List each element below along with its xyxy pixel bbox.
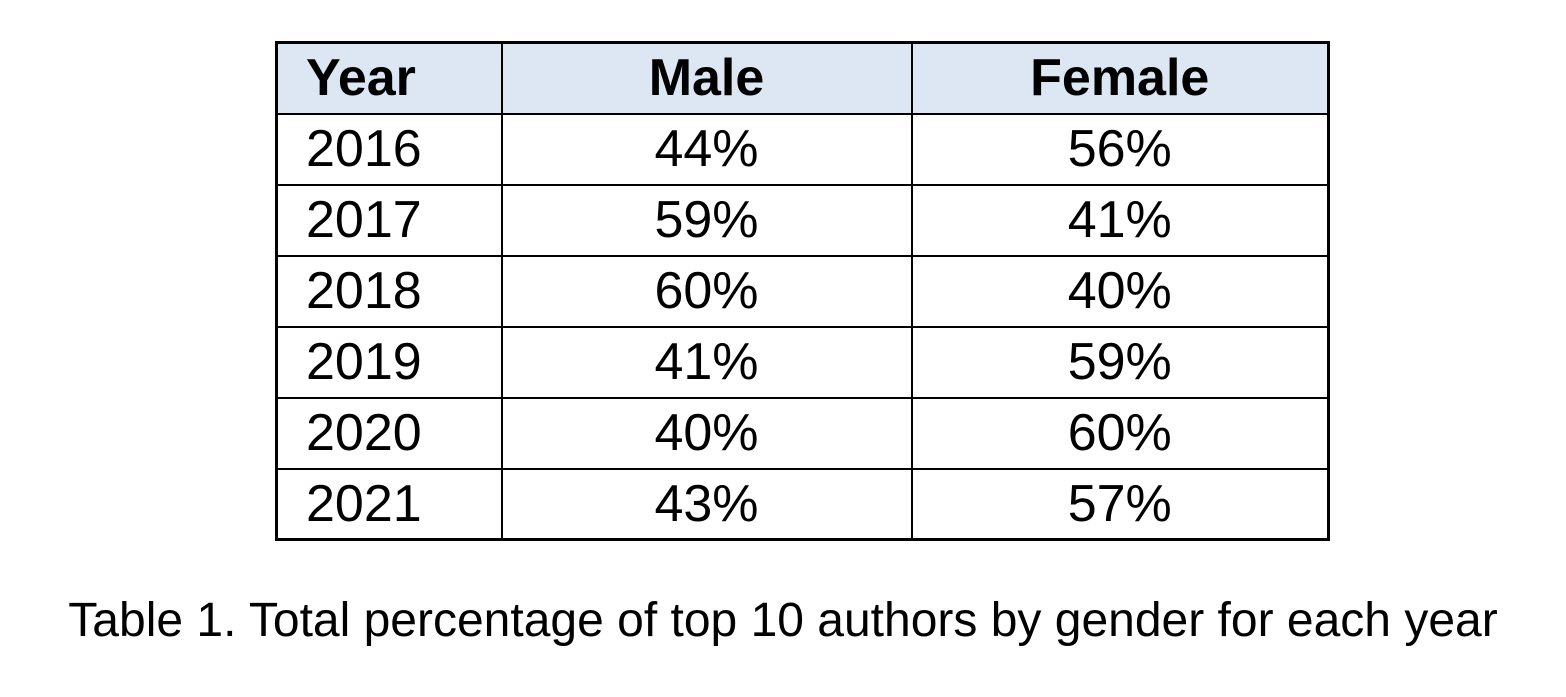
- header-cell-year: Year: [275, 41, 503, 115]
- year-cell: 2019: [275, 325, 503, 399]
- female-cell: 41%: [910, 183, 1330, 257]
- male-cell: 43%: [500, 467, 913, 541]
- table-row-2021: 2021 43% 57%: [275, 467, 1330, 541]
- year-cell: 2016: [275, 112, 503, 186]
- table-row-2020: 2020 40% 60%: [275, 396, 1330, 470]
- male-cell: 59%: [500, 183, 913, 257]
- year-cell: 2020: [275, 396, 503, 470]
- table-row-2018: 2018 60% 40%: [275, 254, 1330, 328]
- female-cell: 59%: [910, 325, 1330, 399]
- table-caption: Table 1. Total percentage of top 10 auth…: [68, 594, 1498, 647]
- header-cell-male: Male: [500, 41, 913, 115]
- table-row-2019: 2019 41% 59%: [275, 325, 1330, 399]
- table-row-2016: 2016 44% 56%: [275, 112, 1330, 186]
- male-cell: 60%: [500, 254, 913, 328]
- table-row-2017: 2017 59% 41%: [275, 183, 1330, 257]
- male-cell: 40%: [500, 396, 913, 470]
- table-header-row: Year Male Female: [275, 41, 1330, 115]
- year-cell: 2021: [275, 467, 503, 541]
- female-cell: 56%: [910, 112, 1330, 186]
- female-cell: 57%: [910, 467, 1330, 541]
- female-cell: 60%: [910, 396, 1330, 470]
- page: Year Male Female 2016 44% 56% 2017 59% 4…: [0, 41, 1566, 697]
- year-cell: 2017: [275, 183, 503, 257]
- male-cell: 41%: [500, 325, 913, 399]
- header-cell-female: Female: [910, 41, 1330, 115]
- gender-percentage-table: Year Male Female 2016 44% 56% 2017 59% 4…: [275, 41, 1330, 541]
- year-cell: 2018: [275, 254, 503, 328]
- male-cell: 44%: [500, 112, 913, 186]
- female-cell: 40%: [910, 254, 1330, 328]
